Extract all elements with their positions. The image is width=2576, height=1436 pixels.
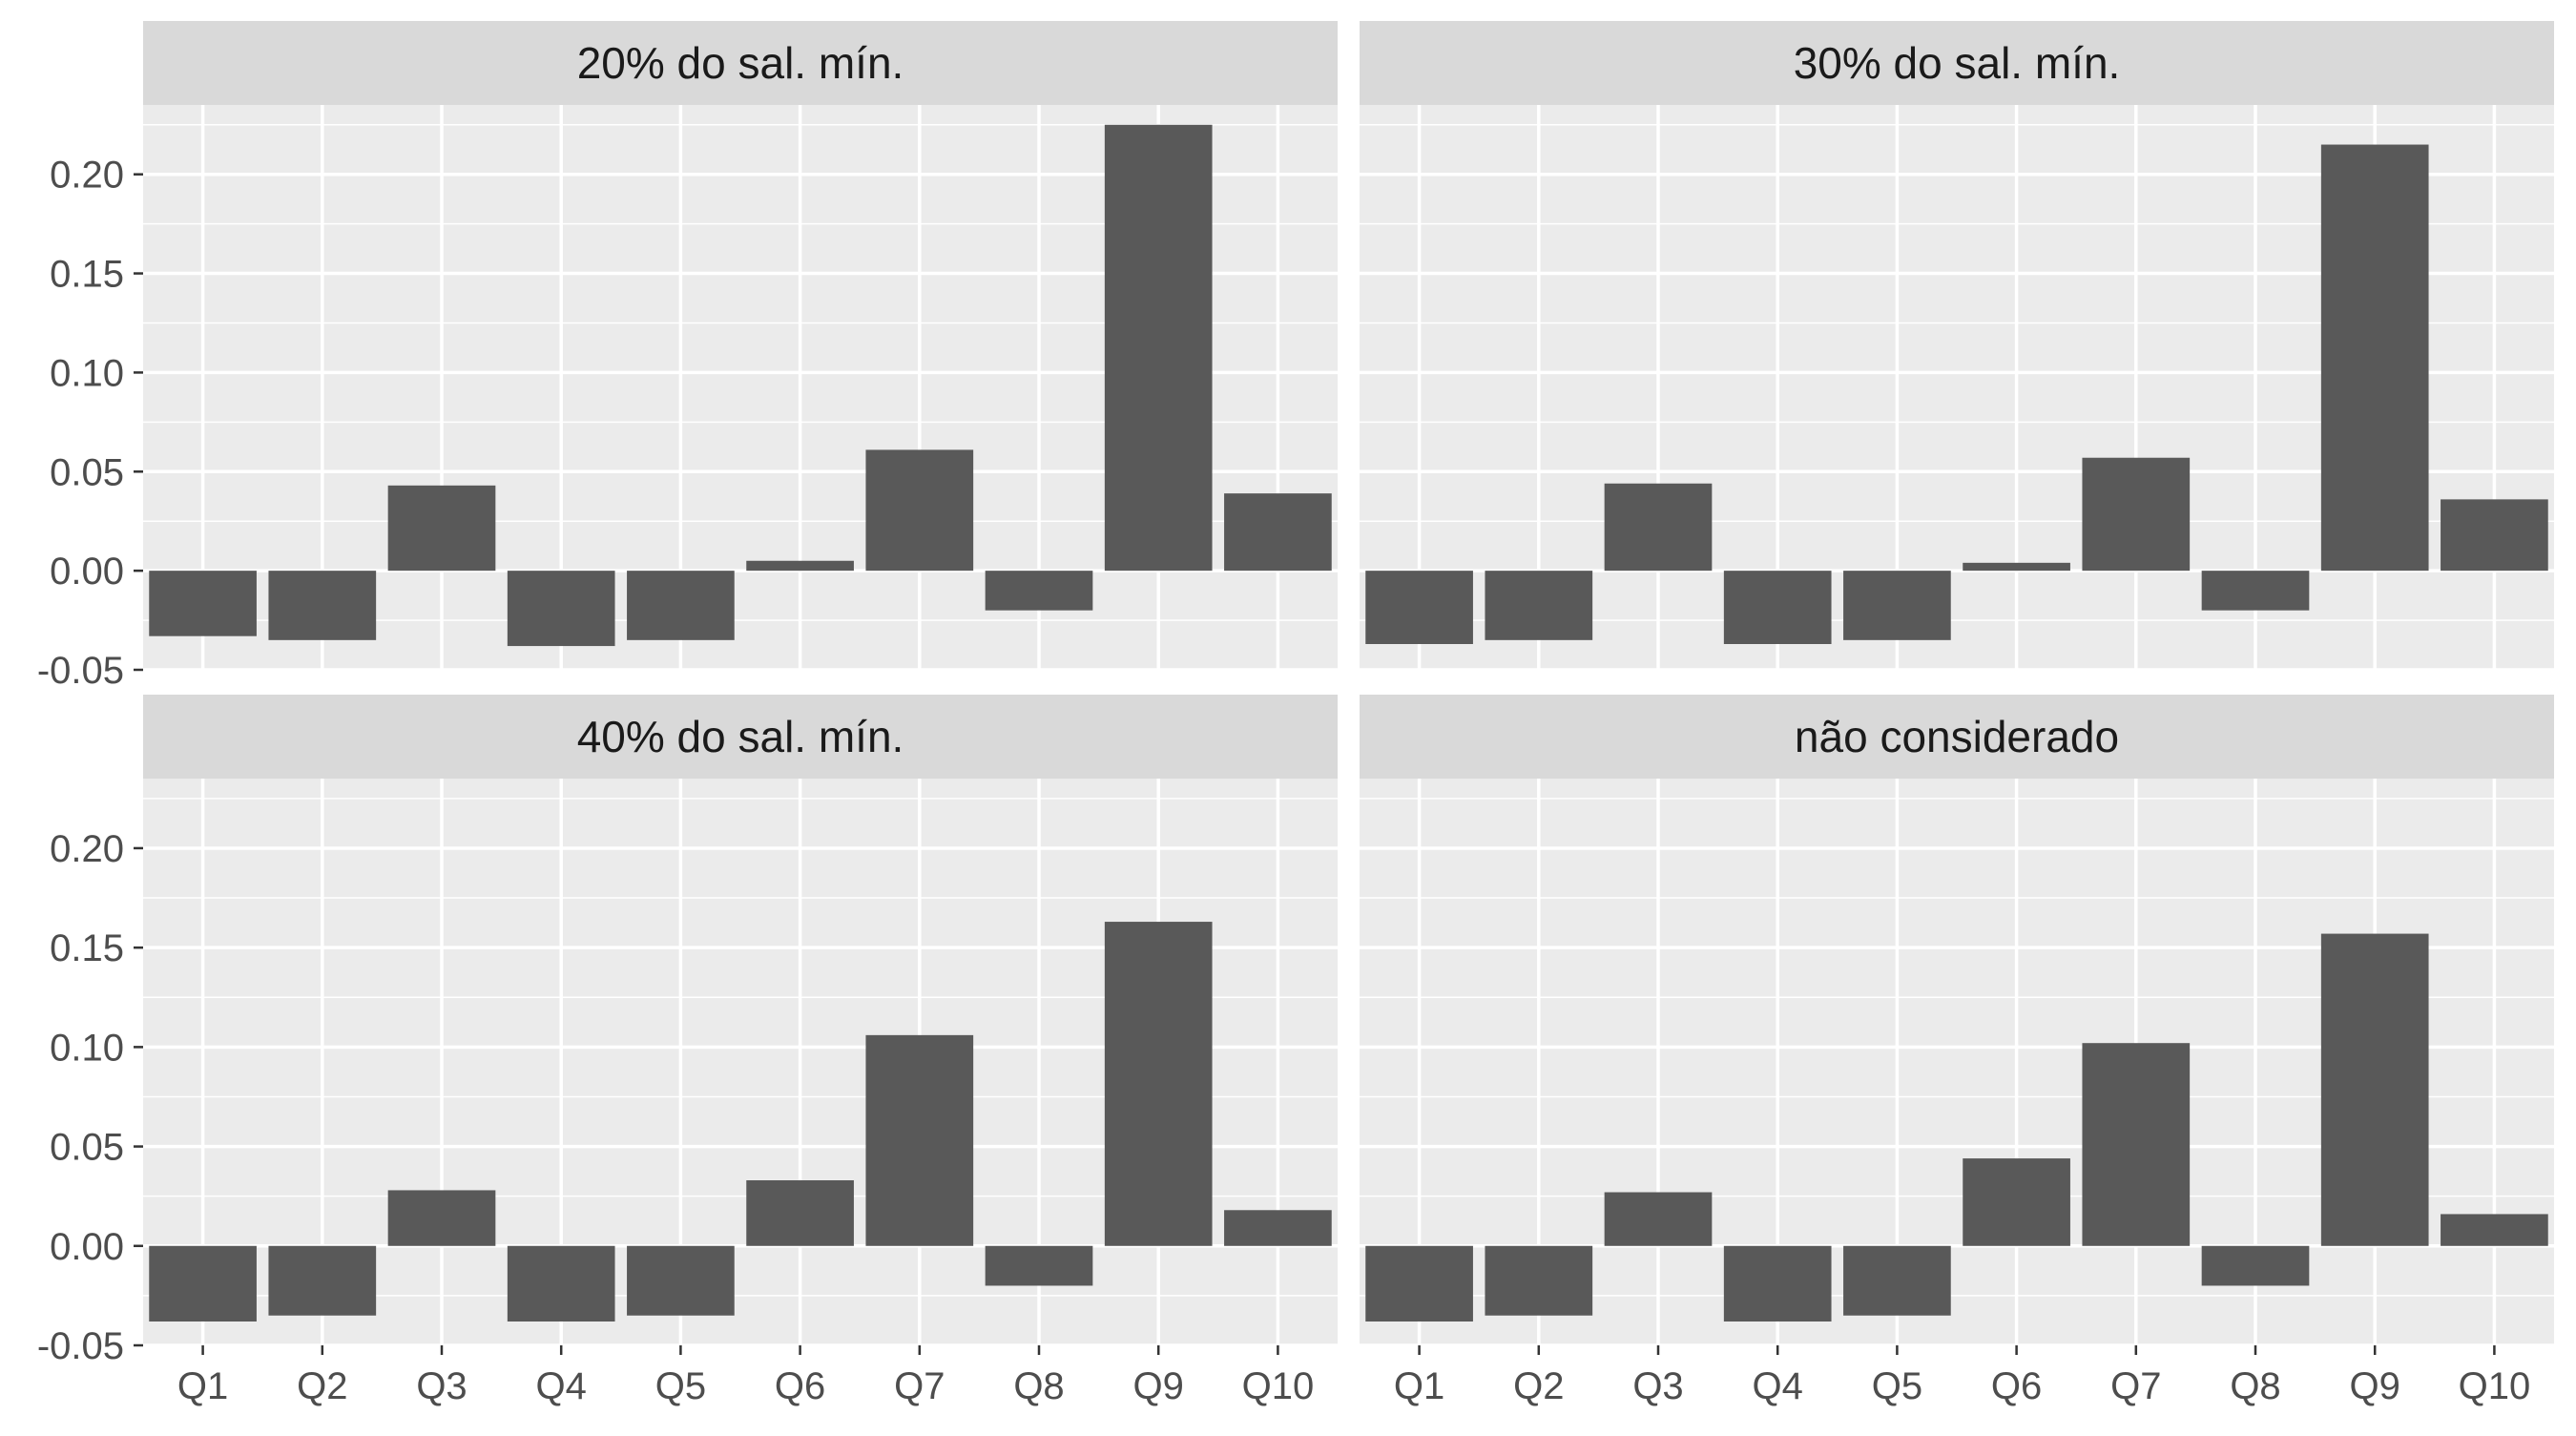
facet-strip	[1360, 21, 2554, 105]
bar	[1104, 922, 1213, 1246]
facet-title: 40% do sal. mín.	[577, 712, 904, 761]
x-tick-label: Q7	[894, 1365, 945, 1407]
facet-panel: 20% do sal. mín. -0.05 0.00 0.05 0.10 0.15 0.2…	[37, 21, 1338, 692]
y-tick-label: -0.05	[37, 650, 124, 692]
bar	[2201, 1245, 2310, 1286]
x-tick-label: Q8	[2230, 1365, 2280, 1407]
bar	[1604, 1192, 1713, 1246]
bar	[865, 449, 974, 572]
x-tick-label: Q4	[1753, 1365, 1803, 1407]
bar	[2201, 571, 2310, 611]
bar	[149, 1245, 257, 1322]
y-tick-label: 0.05	[50, 451, 124, 493]
bar	[746, 1180, 854, 1246]
facet-panel: não considerado Q1 Q2 Q3 Q4 Q5 Q6 Q7 Q8 Q9 Q10	[1360, 695, 2554, 1407]
bar	[268, 571, 377, 640]
bar	[1224, 1210, 1332, 1246]
bar	[1224, 493, 1332, 572]
x-tick-label: Q2	[1513, 1365, 1564, 1407]
bar	[1104, 124, 1213, 572]
y-tick-label: 0.00	[50, 551, 124, 593]
bar	[1365, 1245, 1473, 1322]
x-tick-label: Q6	[1991, 1365, 2042, 1407]
y-tick-label: 0.10	[50, 352, 124, 394]
bar	[2441, 499, 2548, 572]
bar	[2082, 457, 2191, 572]
x-tick-label: Q4	[536, 1365, 587, 1407]
x-tick-label: Q5	[1872, 1365, 1922, 1407]
x-tick-label: Q3	[1632, 1365, 1683, 1407]
bar	[746, 560, 854, 572]
y-tick-label: -0.05	[37, 1325, 124, 1367]
x-tick-label: Q8	[1013, 1365, 1064, 1407]
bar	[1963, 1158, 2070, 1246]
bar	[1843, 571, 1951, 640]
bar	[268, 1245, 377, 1316]
bar	[865, 1034, 974, 1246]
facet-title: 20% do sal. mín.	[577, 38, 904, 88]
x-tick-label: Q2	[297, 1365, 347, 1407]
bar	[149, 571, 257, 636]
x-tick-label: Q9	[2350, 1365, 2400, 1407]
facet-strip	[1360, 695, 2554, 779]
y-tick-label: 0.05	[50, 1127, 124, 1169]
y-tick-label: 0.10	[50, 1027, 124, 1069]
bar	[1963, 562, 2070, 572]
bar	[2441, 1214, 2548, 1246]
facet-strip	[143, 21, 1338, 105]
x-tick-label: Q10	[2459, 1365, 2531, 1407]
x-tick-label: Q7	[2110, 1365, 2161, 1407]
bar	[507, 1245, 615, 1322]
bar	[507, 571, 615, 647]
x-tick-label: Q1	[1394, 1365, 1444, 1407]
bar	[1843, 1245, 1951, 1316]
bar	[1604, 483, 1713, 572]
x-tick-label: Q5	[655, 1365, 706, 1407]
facet-panel: 30% do sal. mín.	[1360, 21, 2554, 672]
bar	[387, 1190, 496, 1246]
bar	[1485, 571, 1593, 640]
bar	[627, 571, 735, 640]
facet-panel: 40% do sal. mín. -0.05 0.00 0.05 0.10 0.15 0.2…	[37, 695, 1338, 1407]
bar	[985, 571, 1093, 611]
x-tick-label: Q3	[416, 1365, 467, 1407]
y-tick-label: 0.15	[50, 927, 124, 969]
bar	[2320, 933, 2429, 1246]
bar	[1365, 571, 1473, 644]
x-tick-label: Q1	[177, 1365, 228, 1407]
facet-title: 30% do sal. mín.	[1794, 38, 2121, 88]
x-tick-label: Q9	[1133, 1365, 1184, 1407]
y-tick-label: 0.00	[50, 1226, 124, 1268]
facet-strip	[143, 695, 1338, 779]
bar	[627, 1245, 735, 1316]
bar	[2082, 1043, 2191, 1246]
bar	[2320, 144, 2429, 572]
bar	[1485, 1245, 1593, 1316]
y-tick-label: 0.15	[50, 254, 124, 296]
x-tick-label: Q10	[1242, 1365, 1315, 1407]
bar	[1723, 571, 1832, 644]
y-tick-label: 0.20	[50, 828, 124, 870]
facet-title: não considerado	[1795, 712, 2119, 761]
bar	[387, 485, 496, 572]
y-tick-label: 0.20	[50, 155, 124, 197]
bar	[1723, 1245, 1832, 1322]
bar	[985, 1245, 1093, 1286]
x-tick-label: Q6	[775, 1365, 825, 1407]
